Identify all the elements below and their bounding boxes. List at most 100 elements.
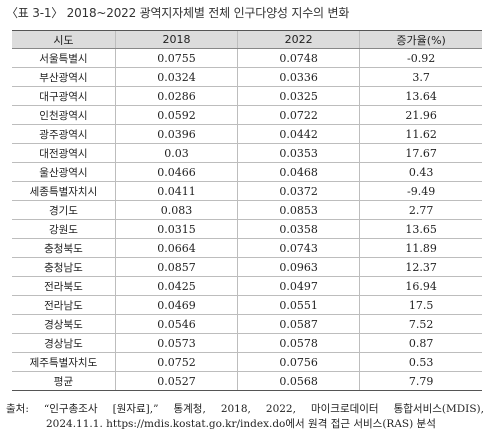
cell-2018: 0.0315 bbox=[114, 219, 238, 239]
cell-region: 강원도 bbox=[12, 219, 116, 239]
table-row: 제주특별자치도 0.0752 0.0756 0.53 bbox=[12, 352, 482, 372]
cell-growth-rate: -9.49 bbox=[359, 181, 482, 201]
cell-region: 울산광역시 bbox=[12, 162, 116, 182]
table-row: 대전광역시 0.03 0.0353 17.67 bbox=[12, 143, 482, 163]
cell-2022: 0.0551 bbox=[237, 295, 360, 315]
cell-2022: 0.0853 bbox=[237, 200, 360, 220]
cell-2022: 0.0578 bbox=[237, 333, 360, 353]
cell-growth-rate: 2.77 bbox=[359, 200, 482, 220]
source-line-1: 출처: “인구총조사 [원자료],” 통계청, 2018, 2022, 마이크로… bbox=[6, 402, 484, 417]
cell-2018: 0.0469 bbox=[114, 295, 238, 315]
cell-growth-rate: 16.94 bbox=[359, 276, 482, 296]
cell-2022: 0.0756 bbox=[237, 352, 360, 372]
table-row: 충청북도 0.0664 0.0743 11.89 bbox=[12, 238, 482, 258]
header-2018: 2018 bbox=[114, 30, 238, 49]
cell-2018: 0.0324 bbox=[114, 67, 238, 87]
cell-growth-rate: 21.96 bbox=[359, 105, 482, 125]
cell-growth-rate: 0.53 bbox=[359, 352, 482, 372]
cell-2018: 0.0592 bbox=[114, 105, 238, 125]
cell-growth-rate: 11.89 bbox=[359, 238, 482, 258]
cell-2018: 0.0755 bbox=[114, 48, 238, 68]
cell-2022: 0.0722 bbox=[237, 105, 360, 125]
table-row: 대구광역시 0.0286 0.0325 13.64 bbox=[12, 86, 482, 106]
diversity-index-table: 시도 2018 2022 증가율(%) 서울특별시 0.0755 0.0748 -0.… bbox=[12, 30, 482, 391]
cell-2018: 0.0425 bbox=[114, 276, 238, 296]
table-row: 전라남도 0.0469 0.0551 17.5 bbox=[12, 295, 482, 315]
source-part: 마이크로데이터 bbox=[310, 403, 379, 415]
table-header-row: 시도 2018 2022 증가율(%) bbox=[12, 30, 482, 49]
cell-growth-rate: 17.67 bbox=[359, 143, 482, 163]
cell-growth-rate: 7.79 bbox=[359, 371, 482, 391]
cell-growth-rate: 17.5 bbox=[359, 295, 482, 315]
cell-2018: 0.0546 bbox=[114, 314, 238, 334]
table-caption: 〈표 3-1〉 2018~2022 광역지자체별 전체 인구다양성 지수의 변화 bbox=[6, 6, 350, 20]
cell-2022: 0.0587 bbox=[237, 314, 360, 334]
cell-region: 경상남도 bbox=[12, 333, 116, 353]
table-row: 광주광역시 0.0396 0.0442 11.62 bbox=[12, 124, 482, 144]
cell-growth-rate: 12.37 bbox=[359, 257, 482, 277]
cell-region: 경기도 bbox=[12, 200, 116, 220]
cell-growth-rate: -0.92 bbox=[359, 48, 482, 68]
cell-2022: 0.0743 bbox=[237, 238, 360, 258]
cell-growth-rate: 13.65 bbox=[359, 219, 482, 239]
cell-2022: 0.0568 bbox=[237, 371, 360, 391]
cell-region: 대구광역시 bbox=[12, 86, 116, 106]
table-row: 경상북도 0.0546 0.0587 7.52 bbox=[12, 314, 482, 334]
cell-2018: 0.0752 bbox=[114, 352, 238, 372]
cell-2018: 0.0466 bbox=[114, 162, 238, 182]
cell-2022: 0.0963 bbox=[237, 257, 360, 277]
cell-growth-rate: 13.64 bbox=[359, 86, 482, 106]
cell-growth-rate: 11.62 bbox=[359, 124, 482, 144]
source-part: 2018, bbox=[220, 403, 251, 415]
cell-growth-rate: 3.7 bbox=[359, 67, 482, 87]
cell-region: 부산광역시 bbox=[12, 67, 116, 87]
cell-2018: 0.0573 bbox=[114, 333, 238, 353]
source-note: 출처: “인구총조사 [원자료],” 통계청, 2018, 2022, 마이크로… bbox=[6, 402, 484, 432]
cell-2018: 0.083 bbox=[114, 200, 238, 220]
cell-region: 인천광역시 bbox=[12, 105, 116, 125]
cell-2022: 0.0372 bbox=[237, 181, 360, 201]
cell-2022: 0.0468 bbox=[237, 162, 360, 182]
header-2022: 2022 bbox=[237, 30, 360, 49]
table-row: 울산광역시 0.0466 0.0468 0.43 bbox=[12, 162, 482, 182]
cell-2022: 0.0353 bbox=[237, 143, 360, 163]
cell-region: 대전광역시 bbox=[12, 143, 116, 163]
cell-region: 충청남도 bbox=[12, 257, 116, 277]
cell-2018: 0.0857 bbox=[114, 257, 238, 277]
cell-growth-rate: 7.52 bbox=[359, 314, 482, 334]
cell-2022: 0.0442 bbox=[237, 124, 360, 144]
table-row: 전라북도 0.0425 0.0497 16.94 bbox=[12, 276, 482, 296]
source-part: 통합서비스(MDIS), bbox=[393, 403, 484, 415]
cell-2018: 0.03 bbox=[114, 143, 238, 163]
table-row: 경상남도 0.0573 0.0578 0.87 bbox=[12, 333, 482, 353]
table-row: 서울특별시 0.0755 0.0748 -0.92 bbox=[12, 48, 482, 68]
cell-region: 서울특별시 bbox=[12, 48, 116, 68]
cell-2022: 0.0497 bbox=[237, 276, 360, 296]
source-line-2: 2024.11.1. https://mdis.kostat.go.kr/ind… bbox=[46, 418, 436, 430]
cell-2018: 0.0286 bbox=[114, 86, 238, 106]
cell-growth-rate: 0.43 bbox=[359, 162, 482, 182]
cell-region: 평균 bbox=[12, 371, 116, 391]
source-part: 2022, bbox=[265, 403, 296, 415]
cell-2022: 0.0336 bbox=[237, 67, 360, 87]
cell-2022: 0.0748 bbox=[237, 48, 360, 68]
cell-region: 광주광역시 bbox=[12, 124, 116, 144]
source-part: “인구총조사 bbox=[43, 403, 98, 415]
cell-growth-rate: 0.87 bbox=[359, 333, 482, 353]
header-growth-rate: 증가율(%) bbox=[359, 30, 482, 49]
table-row: 경기도 0.083 0.0853 2.77 bbox=[12, 200, 482, 220]
header-region: 시도 bbox=[12, 30, 116, 49]
cell-region: 세종특별자치시 bbox=[12, 181, 116, 201]
cell-region: 전라북도 bbox=[12, 276, 116, 296]
cell-2022: 0.0325 bbox=[237, 86, 360, 106]
table-row: 충청남도 0.0857 0.0963 12.37 bbox=[12, 257, 482, 277]
table-row: 평균 0.0527 0.0568 7.79 bbox=[12, 371, 482, 391]
table-row: 강원도 0.0315 0.0358 13.65 bbox=[12, 219, 482, 239]
cell-region: 경상북도 bbox=[12, 314, 116, 334]
table-row: 세종특별자치시 0.0411 0.0372 -9.49 bbox=[12, 181, 482, 201]
source-label: 출처: bbox=[6, 403, 29, 415]
cell-2018: 0.0664 bbox=[114, 238, 238, 258]
cell-region: 전라남도 bbox=[12, 295, 116, 315]
cell-2018: 0.0396 bbox=[114, 124, 238, 144]
source-part: 통계청, bbox=[173, 403, 206, 415]
